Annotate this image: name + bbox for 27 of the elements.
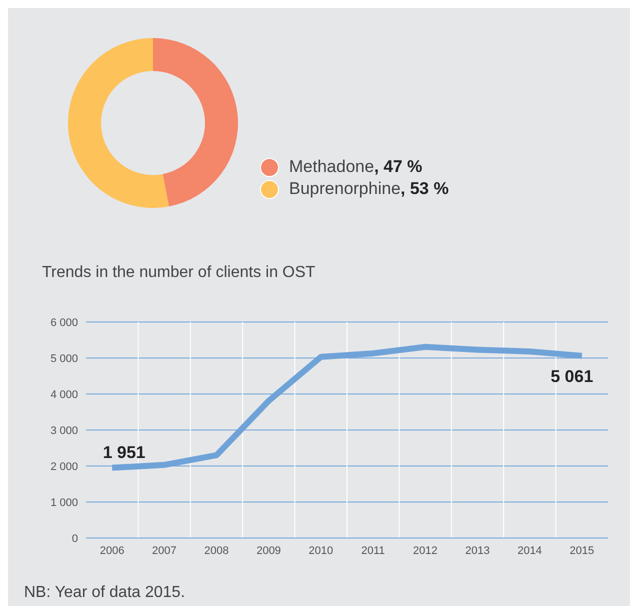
donut-slice	[68, 38, 169, 208]
x-tick-label: 2009	[256, 544, 281, 557]
x-tick-label: 2013	[465, 544, 490, 557]
y-tick-label: 2 000	[50, 460, 78, 473]
x-tick-label: 2006	[100, 544, 124, 557]
x-tick-label: 2008	[204, 544, 229, 557]
data-label: , 47 %	[374, 157, 422, 177]
y-tick-label: 1 000	[50, 496, 78, 509]
y-tick-label: 6 000	[50, 316, 78, 329]
y-tick-label: 4 000	[50, 388, 78, 401]
y-tick-label: 5 000	[50, 352, 78, 365]
x-tick-label: 2011	[361, 544, 385, 557]
text: NB: Year of data 2015.	[24, 584, 186, 602]
y-tick-label: 3 000	[50, 424, 78, 437]
y-tick-label: 0	[72, 532, 78, 545]
legend-label: Methadone	[289, 157, 374, 177]
x-tick-label: 2014	[517, 544, 542, 557]
x-tick-label: 2010	[308, 544, 334, 557]
chart-title: Trends in the number of clients in OST	[42, 264, 316, 282]
x-tick-label: 2007	[152, 544, 177, 557]
legend-label: Buprenorphine	[289, 179, 401, 199]
data-label: , 53 %	[400, 179, 449, 199]
x-tick-label: 2012	[413, 544, 438, 557]
donut-slice	[153, 38, 238, 206]
data-label: 1 951	[102, 442, 146, 462]
x-tick-label: 2015	[570, 544, 594, 557]
data-label: 5 061	[550, 366, 594, 386]
